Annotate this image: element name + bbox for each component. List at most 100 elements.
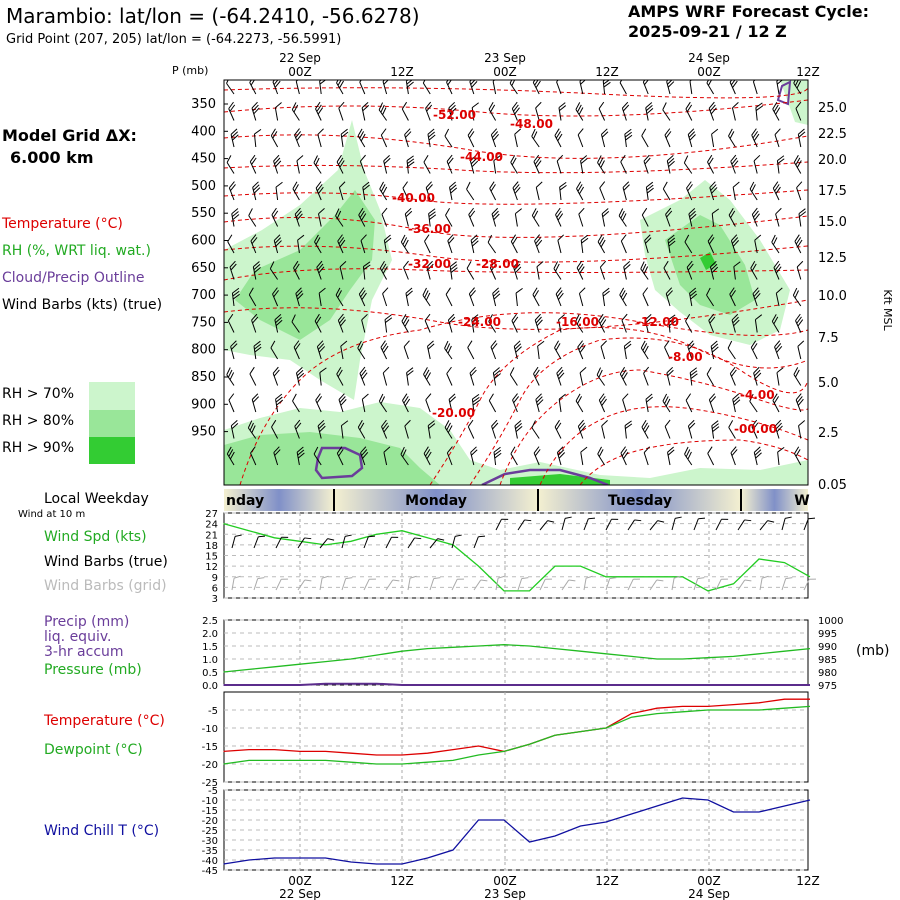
wind-barb-feather [340, 128, 348, 135]
wind-barb-feather [273, 369, 280, 377]
wind-barb-feather [568, 579, 576, 582]
wind-barb-staff [708, 108, 715, 121]
wind-barb-feather [750, 340, 757, 348]
wind-barb-feather [407, 158, 415, 164]
wind-barb-staff [358, 214, 366, 227]
wind-barb-staff [554, 426, 562, 439]
wind-barb-feather [427, 343, 435, 350]
wind-barb-feather [426, 184, 433, 191]
wind-barb [362, 181, 370, 201]
wind-barb-staff [357, 347, 366, 360]
wind-barb [624, 420, 633, 439]
wind-barb-feather [403, 340, 410, 348]
wind-barb-staff [531, 136, 540, 148]
contour-label: -40.00 [392, 191, 435, 205]
wind-barb-staff [662, 400, 671, 413]
wind-barb-staff [753, 452, 758, 466]
wind-barb-true [473, 535, 486, 549]
wind-barb-feather [362, 181, 370, 188]
wind-barb [773, 260, 782, 280]
wind-barb-feather [751, 263, 757, 272]
wind-barb [555, 207, 564, 227]
wind-barb-staff [407, 537, 415, 549]
wind-barb-feather [296, 446, 304, 453]
wind-barb-staff [533, 161, 540, 174]
wind-barb-feather [515, 346, 522, 353]
wind-barb-feather [404, 239, 409, 248]
wind-barb-feather [429, 214, 437, 220]
wind-barb-feather [558, 314, 565, 321]
legend-wind-barbs-grid: Wind Barbs (grid) [44, 578, 167, 594]
wind-barb-feather [379, 260, 385, 269]
wind-barb [798, 208, 807, 227]
wind-barb [641, 419, 650, 439]
wind-barb [384, 314, 393, 333]
wind-barb-feather [646, 184, 654, 191]
wind-barb [598, 313, 607, 333]
wind-barb-staff [641, 426, 649, 439]
wind-barb-feather [360, 446, 367, 454]
wind-barb [230, 128, 239, 148]
legend-wind-barbs-true: Wind Barbs (true) [44, 554, 168, 570]
wind-barb-feather [641, 419, 647, 428]
wind-barb-feather [469, 210, 476, 218]
wind-barb-feather [470, 157, 478, 165]
wind-barb-feather [793, 367, 799, 375]
wind-barb-feather [446, 154, 453, 162]
model-grid-value: 6.000 km [10, 148, 94, 167]
wind-barb-staff [531, 215, 540, 227]
wind-barb-feather [578, 207, 585, 215]
wind-barb [662, 181, 671, 201]
wind-barb [664, 419, 671, 439]
wind-barb-feather [579, 367, 587, 374]
wind-barb [622, 181, 630, 201]
wind-barb-staff [491, 425, 497, 439]
wind-barb-staff [668, 319, 671, 333]
wind-barb-feather [708, 80, 713, 86]
wind-barb [578, 207, 585, 227]
wind-barb-feather [315, 101, 321, 110]
wind-barb-feather [318, 287, 326, 294]
wind-barb-feather [730, 446, 737, 454]
wind-tick-label: 18 [205, 541, 218, 552]
wind-barb-staff [250, 452, 257, 466]
wind-barb [336, 366, 344, 386]
wind-barb-staff [627, 578, 634, 591]
wind-barb-staff [466, 188, 475, 201]
wind-barb [316, 260, 325, 280]
wind-tick-label: 6 [212, 583, 218, 594]
wind-barb-feather [624, 420, 632, 426]
wind-barb [772, 181, 781, 201]
wind-barb [339, 260, 347, 280]
windchill-tick-label: -10 [202, 796, 218, 807]
wind-barb-feather [491, 343, 498, 350]
wind-barb-feather [275, 316, 282, 324]
wind-barb-feather [753, 133, 760, 141]
top-hour-label: 00Z [288, 65, 312, 79]
wind-barb-staff [363, 578, 370, 591]
wind-barb-feather [257, 577, 265, 580]
wind-barb-feather [575, 314, 580, 322]
wind-barb-feather [534, 369, 540, 377]
wind-barb-feather [599, 237, 605, 245]
wind-barb [360, 446, 369, 466]
wind-barb-feather [686, 260, 693, 268]
wind-barb-feather [708, 157, 714, 165]
wind-barb-feather [402, 181, 408, 189]
wind-barb [515, 287, 523, 307]
wind-barb-staff [469, 81, 475, 95]
wind-barb-feather [555, 207, 561, 216]
wind-barb-staff [599, 187, 606, 201]
wind-barb [426, 260, 434, 280]
wind-barb-feather [509, 80, 515, 84]
wind-barb-feather [515, 423, 522, 430]
wind-barb [493, 446, 502, 466]
wind-barb-feather [472, 320, 480, 326]
pressure-tick-label: 950 [191, 425, 216, 440]
wind-barb-feather [754, 369, 761, 377]
wind-barb-feather [707, 154, 713, 163]
wind-barb-feather [711, 420, 719, 427]
wind-barb-feather [753, 446, 761, 453]
wind-barb-feather [425, 181, 432, 188]
wind-barb-staff [339, 266, 344, 280]
